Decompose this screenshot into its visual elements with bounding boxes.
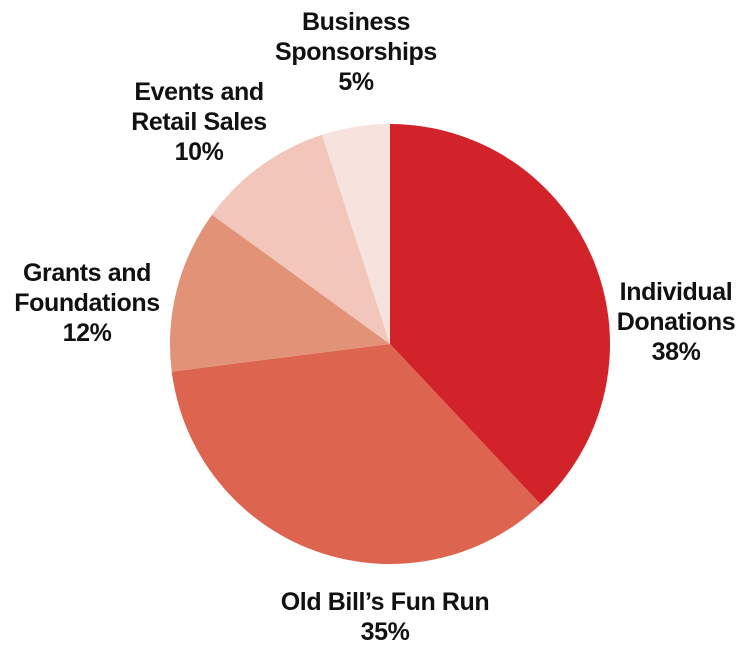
slice-label-line: Donations	[617, 308, 736, 336]
slice-label-line: Sponsorships	[275, 38, 437, 66]
slice-label-line: Business	[302, 8, 410, 36]
slice-percent-label: 35%	[361, 618, 410, 646]
pie-slice-business-sponsorships	[322, 124, 390, 344]
pie-slices	[169, 124, 610, 565]
slice-percent-label: 38%	[652, 338, 701, 366]
slice-label-line: Old Bill’s Fun Run	[281, 588, 490, 616]
slice-label-line: Grants and	[23, 259, 151, 287]
pie-slice-individual-donations	[390, 124, 610, 505]
slice-percent-label: 12%	[63, 319, 112, 347]
pie-slice-grants-and-foundations	[169, 214, 390, 372]
slice-label-line: Individual	[620, 278, 733, 306]
pie-slice-old-bills-fun-run	[171, 344, 541, 565]
slice-label-line: Retail Sales	[131, 108, 267, 136]
slice-label-line: Foundations	[14, 289, 160, 317]
pie-slice-events-and-retail-sales	[212, 134, 390, 344]
slice-label-line: Events and	[134, 78, 263, 106]
slice-percent-label: 10%	[175, 138, 224, 166]
slice-percent-label: 5%	[338, 68, 374, 96]
